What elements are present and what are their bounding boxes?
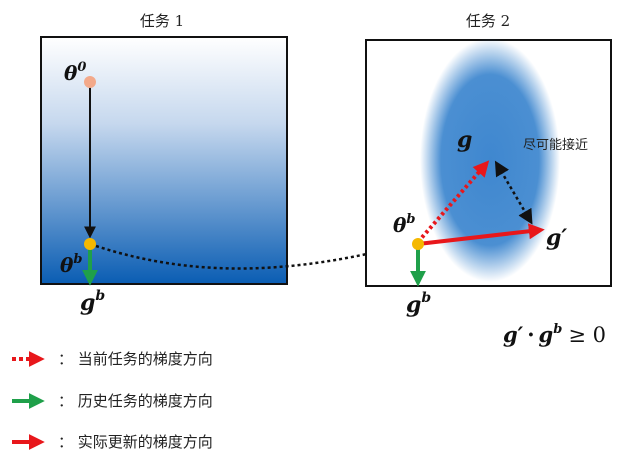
- task2-gb-label: gb: [406, 290, 431, 318]
- task2-actual-grad-arrow: [417, 223, 545, 246]
- task1-panel: [40, 36, 288, 285]
- theta0-point: [84, 76, 96, 88]
- task2-current-grad-arrow: [416, 160, 490, 244]
- task2-blob: [420, 38, 560, 282]
- closeness-arrow: [494, 160, 533, 225]
- orthogonality-formula: g′ · gb ≥ 0: [503, 322, 606, 347]
- legend-current-grad-label: ： 当前任务的梯度方向: [58, 350, 213, 368]
- legend: ： 当前任务的梯度方向 ： 历史任务的梯度方向 ： 实际更新的梯度方向: [12, 350, 213, 451]
- task2-thetab-point: [412, 238, 424, 250]
- task2-g-label: g: [457, 127, 472, 153]
- theta0-label: θ0: [64, 60, 86, 85]
- legend-history-grad-label: ： 历史任务的梯度方向: [58, 392, 213, 410]
- transfer-curve: [95, 240, 408, 270]
- task2-gprime-label: g′: [546, 225, 567, 251]
- task2-thetab-label: θb: [393, 212, 415, 237]
- closeness-label: 尽可能接近: [523, 137, 588, 153]
- task1-title: 任务 1: [140, 12, 184, 30]
- task1-gb-label: gb: [80, 288, 105, 316]
- task1-thetab-point: [84, 238, 96, 250]
- task1-thetab-label: θb: [60, 252, 82, 277]
- legend-actual-grad-label: ： 实际更新的梯度方向: [58, 433, 213, 451]
- task2-title: 任务 2: [466, 12, 510, 30]
